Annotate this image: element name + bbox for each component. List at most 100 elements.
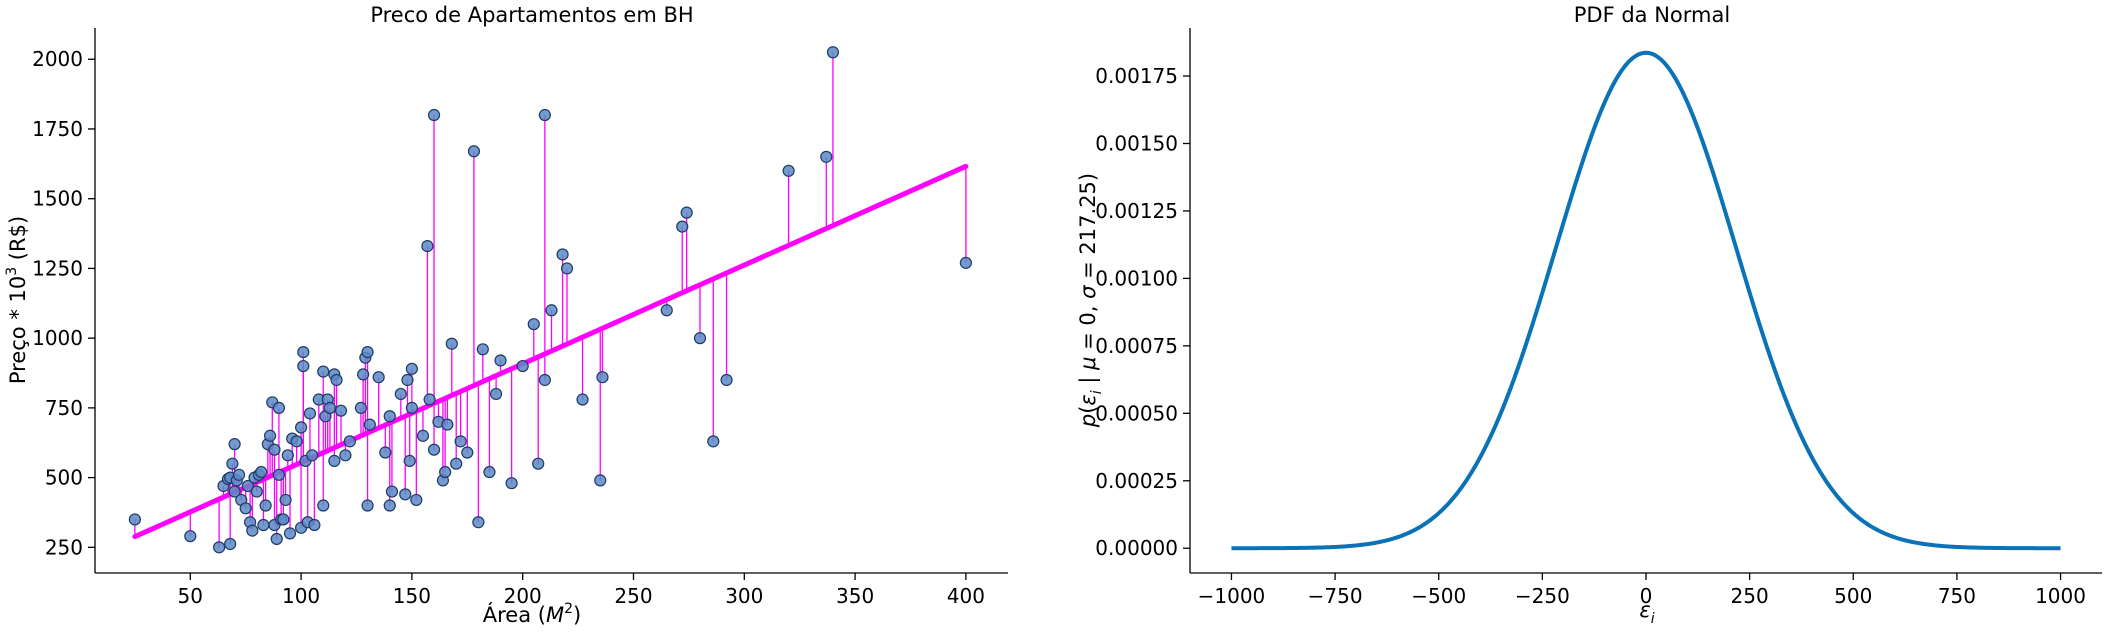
chart1-xtick-label: 100 — [282, 584, 320, 608]
data-point — [224, 537, 237, 551]
data-point — [379, 446, 392, 459]
data-point — [297, 359, 310, 373]
data-point — [128, 513, 141, 526]
data-point — [441, 418, 454, 431]
data-point — [516, 359, 529, 373]
chart1-xtick-label: 300 — [725, 584, 763, 608]
data-point — [343, 435, 356, 448]
data-point — [228, 438, 241, 451]
data-point — [294, 421, 308, 434]
chart1-xtick-label: 250 — [614, 584, 652, 608]
chart2-ytick-label: 0.00175 — [1095, 64, 1178, 88]
data-point — [489, 387, 503, 401]
data-point — [385, 485, 399, 498]
data-point — [361, 499, 374, 512]
chart2-xtick-label: 1000 — [2035, 584, 2086, 608]
data-point — [439, 465, 452, 479]
data-point — [461, 446, 474, 459]
data-point — [255, 465, 268, 479]
data-point — [297, 345, 310, 359]
data-point — [483, 465, 496, 479]
chart2-ytick-label: 0.00125 — [1095, 199, 1178, 223]
data-point — [241, 479, 255, 493]
data-point — [445, 337, 458, 350]
data-point — [476, 343, 489, 356]
chart1-points — [128, 46, 972, 554]
data-point — [334, 404, 348, 417]
data-point — [281, 449, 294, 462]
chart2-xtick-label: 0 — [1640, 584, 1653, 608]
data-point — [184, 530, 197, 543]
chart2-ytick-label: 0.00025 — [1095, 469, 1178, 493]
data-point — [826, 46, 840, 59]
chart1-ytick-label: 250 — [45, 535, 83, 559]
data-point — [330, 373, 343, 387]
chart2-ytick-label: 0.00075 — [1095, 334, 1178, 358]
chart1-xlabel: Área (M2) — [483, 601, 581, 627]
data-point — [272, 401, 286, 414]
chart2-xlabel: εi — [1639, 598, 1654, 627]
data-point — [277, 513, 290, 526]
data-point — [317, 365, 330, 378]
chart1-xtick-label: 150 — [393, 584, 431, 608]
data-point — [820, 150, 833, 163]
data-point — [660, 304, 673, 317]
data-point — [556, 248, 569, 261]
data-point — [959, 256, 972, 269]
data-point — [527, 318, 540, 331]
chart1-ytick-label: 1500 — [32, 187, 83, 211]
chart1-xtick-label: 50 — [178, 584, 203, 608]
chart2-title: PDF da Normal — [1574, 3, 1730, 27]
data-point — [472, 516, 485, 529]
chart1-ytick-label: 500 — [45, 466, 83, 490]
data-point — [257, 518, 270, 532]
chart1-ytick-label: 2000 — [32, 47, 83, 71]
pdf-chart: PDF da Normal −1000 −750 −500 −250 0 250 500 75… — [1076, 3, 2102, 627]
data-point — [394, 387, 407, 401]
data-point — [410, 493, 423, 507]
data-point — [720, 373, 733, 387]
data-point — [405, 362, 418, 375]
data-point — [403, 454, 416, 467]
chart1-ytick-label: 1250 — [32, 256, 83, 280]
data-point — [416, 429, 430, 442]
data-point — [363, 418, 376, 431]
data-point — [361, 345, 374, 359]
data-point — [268, 443, 281, 456]
data-point — [538, 108, 551, 122]
data-point — [494, 354, 507, 367]
data-point — [246, 524, 259, 537]
data-point — [782, 164, 795, 177]
chart2-ytick-label: 0.00150 — [1095, 131, 1178, 155]
chart2-xtick-label: −1000 — [1198, 584, 1266, 608]
data-point — [707, 435, 720, 448]
chart2-ytick-label: 0.00100 — [1095, 266, 1178, 290]
chart1-ticks: 50 100 150 200 250 300 350 400 250 500 750 1000 1250… — [32, 47, 985, 608]
data-point — [263, 429, 277, 442]
data-point — [250, 485, 263, 498]
chart1-ylabel: Preço * 103 (R$) — [4, 216, 30, 384]
chart2-ticks: −1000 −750 −500 −250 0 250 500 750 1000 0.00000 0.… — [1095, 64, 2086, 608]
scatter-chart: Preco de Apartamentos em BH 50 100 150 200 2… — [4, 3, 1008, 627]
data-point — [272, 468, 286, 481]
data-point — [383, 410, 396, 423]
chart2-xtick-label: 500 — [1834, 584, 1872, 608]
chart2-ytick-label: 0.00050 — [1095, 401, 1178, 425]
chart1-ytick-label: 750 — [45, 396, 83, 420]
data-point — [427, 108, 441, 122]
data-point — [339, 449, 352, 462]
chart2-xtick-label: −250 — [1515, 584, 1570, 608]
data-point — [308, 518, 321, 532]
chart2-xtick-label: −750 — [1308, 584, 1363, 608]
data-point — [450, 457, 463, 470]
chart1-xtick-label: 350 — [836, 584, 874, 608]
data-point — [372, 371, 385, 384]
data-point — [270, 532, 283, 546]
chart2-ytick-label: 0.00000 — [1095, 536, 1178, 560]
data-point — [232, 468, 246, 481]
data-point — [545, 304, 558, 317]
data-point — [596, 371, 609, 384]
data-point — [283, 527, 297, 540]
data-point — [676, 220, 689, 233]
